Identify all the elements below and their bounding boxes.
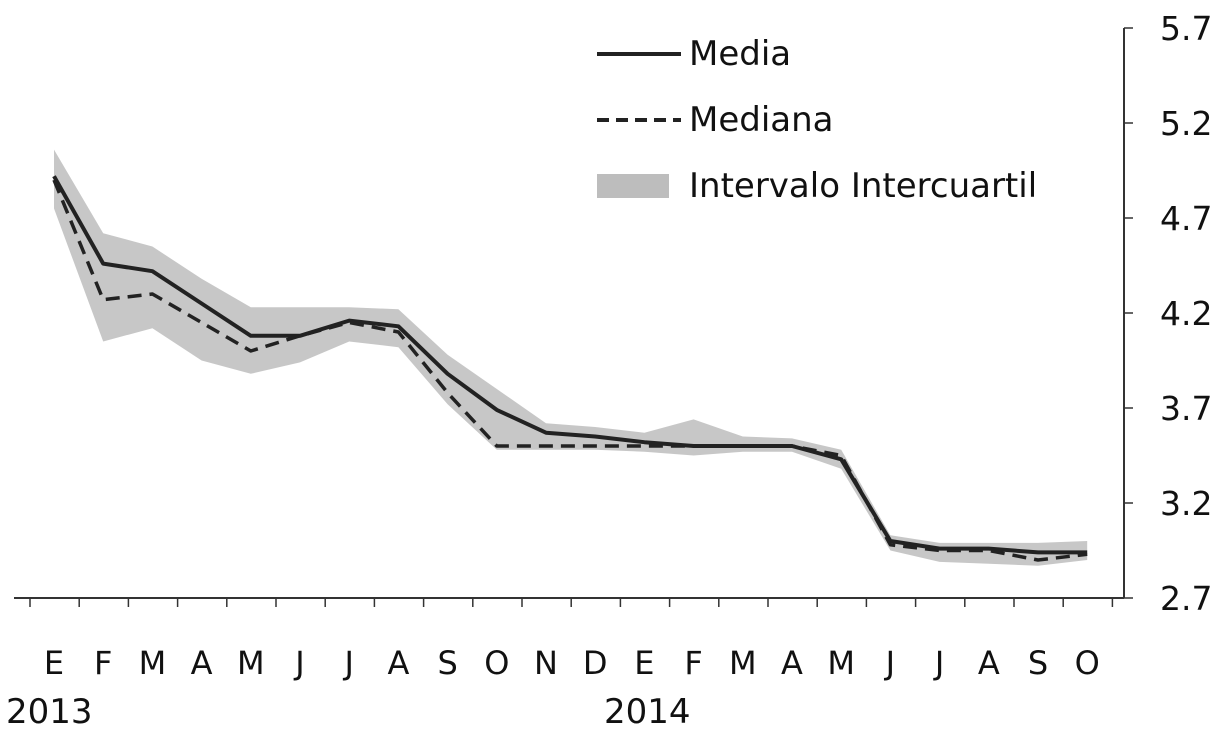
y-tick-label: 2.7 <box>1160 579 1212 618</box>
x-tick-label: M <box>729 644 757 682</box>
x-tick-label: O <box>1075 644 1100 682</box>
x-tick-label: J <box>933 644 944 682</box>
x-tick-label: D <box>583 644 608 682</box>
interquartile-band-layer <box>54 149 1088 566</box>
y-tick-label: 3.7 <box>1160 389 1212 428</box>
x-tick-label: M <box>139 644 167 682</box>
legend-item-media: Media <box>593 30 1053 96</box>
year-label-2013: 2013 <box>6 692 93 732</box>
y-tick-label: 4.2 <box>1160 294 1212 333</box>
legend-label-media: Media <box>689 34 792 74</box>
x-tick-label: A <box>387 644 409 682</box>
x-tick-label: M <box>237 644 265 682</box>
series-layer <box>52 175 1088 562</box>
legend-swatch-dashed-line <box>597 118 681 122</box>
axis-layer <box>14 27 1133 607</box>
year-label-2014: 2014 <box>604 692 691 732</box>
y-tick-label: 5.2 <box>1160 104 1212 143</box>
legend: Media Mediana Intervalo Intercuartil <box>593 30 1053 228</box>
x-tick-label: O <box>484 644 509 682</box>
x-tick-label: J <box>293 644 304 682</box>
x-tick-label: F <box>684 644 702 682</box>
series-line-mediana <box>52 179 1088 562</box>
x-tick-label: E <box>44 644 64 682</box>
x-tick-label: S <box>1028 644 1048 682</box>
x-tick-label: A <box>978 644 1000 682</box>
legend-swatch-solid-line <box>597 52 681 56</box>
x-tick-label: F <box>94 644 112 682</box>
tick-label-layer: E F M A M J J A S O N D E F M A M J J A S O5.75.24.74.23.73.2… <box>44 9 1213 682</box>
legend-label-mediana: Mediana <box>689 100 834 140</box>
y-tick-label: 3.2 <box>1160 484 1212 523</box>
legend-item-mediana: Mediana <box>593 96 1053 162</box>
series-line-media <box>52 175 1088 555</box>
legend-label-intervalo: Intervalo Intercuartil <box>689 166 1038 206</box>
x-tick-label: A <box>781 644 803 682</box>
x-tick-label: E <box>634 644 654 682</box>
x-tick-label: J <box>342 644 353 682</box>
interquartile-band <box>54 149 1088 566</box>
legend-swatch-band <box>597 174 669 198</box>
x-tick-label: J <box>884 644 895 682</box>
x-tick-label: A <box>191 644 213 682</box>
x-tick-label: N <box>534 644 558 682</box>
x-tick-label: S <box>437 644 457 682</box>
y-tick-label: 4.7 <box>1160 199 1212 238</box>
y-tick-label: 5.7 <box>1160 9 1212 48</box>
x-tick-label: M <box>827 644 855 682</box>
legend-item-intervalo: Intervalo Intercuartil <box>593 162 1053 228</box>
